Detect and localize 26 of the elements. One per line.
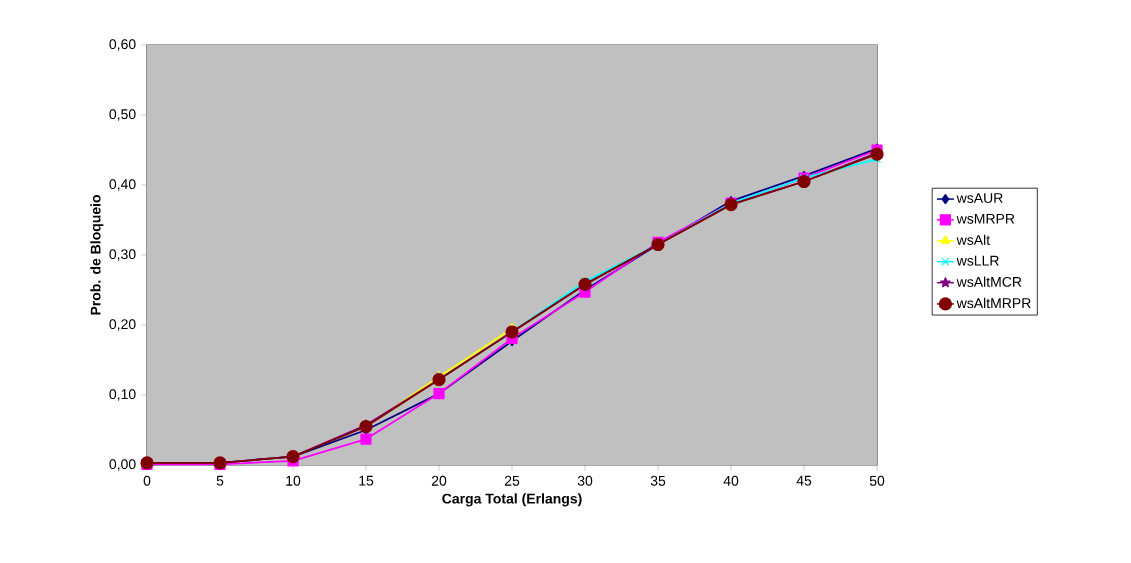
x-tick-label: 40 <box>723 475 739 486</box>
x-tick-label: 20 <box>431 475 447 486</box>
x-axis-title: Carga Total (Erlangs) <box>442 493 582 507</box>
y-tick-label: 0,60 <box>109 39 136 51</box>
x-tick-label: 5 <box>216 475 224 486</box>
x-tick-label: 25 <box>504 475 520 486</box>
x-tick-label: 0 <box>143 475 151 486</box>
legend-label: wsLLR <box>956 255 999 266</box>
y-tick-label: 0,30 <box>109 249 136 261</box>
y-tick-label: 0,00 <box>109 459 136 471</box>
x-tick-label: 45 <box>796 475 812 486</box>
x-tick-label: 30 <box>577 475 593 486</box>
legend-label: wsAlt <box>956 234 990 245</box>
legend-label: wsAUR <box>956 193 1003 203</box>
y-tick-label: 0,10 <box>109 389 136 401</box>
legend-label: wsMRPR <box>956 213 1015 224</box>
x-tick-label: 10 <box>286 475 301 486</box>
y-tick-label: 0,40 <box>109 179 136 191</box>
legend-label: wsAltMCR <box>956 276 1022 287</box>
y-tick-label: 0,20 <box>109 319 136 331</box>
x-tick-label: 35 <box>650 475 666 486</box>
x-tick-label: 15 <box>359 475 374 486</box>
legend-label: wsAltMRPR <box>956 297 1031 309</box>
y-axis-title: Prob. de Bloqueio <box>90 194 104 315</box>
x-tick-label: 50 <box>869 475 885 486</box>
y-tick-label: 0,50 <box>109 109 136 121</box>
